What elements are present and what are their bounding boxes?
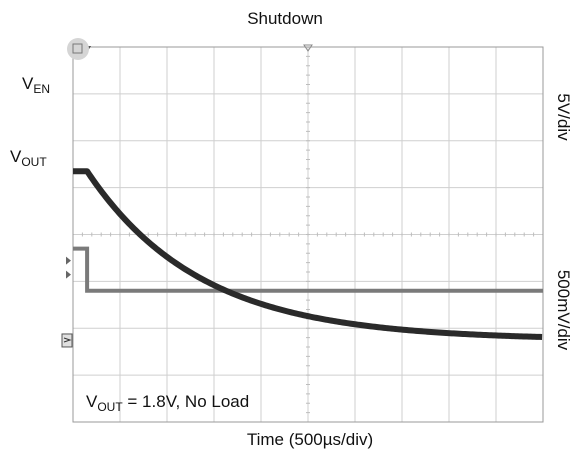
menu-badge-glyph [72, 43, 83, 54]
ven-scale-label: 5V/div [554, 93, 570, 141]
plot-frame [72, 46, 544, 423]
channel-markers [61, 38, 313, 348]
waveform-traces [73, 168, 544, 340]
menu-badge-icon [67, 38, 89, 60]
vout-ground-glyph [63, 337, 72, 343]
chart-title: Shutdown [247, 9, 323, 28]
trigger-position-marker [303, 44, 313, 52]
ven-channel-label: VEN [22, 74, 51, 96]
vout-scale-label: 500mV/div [554, 269, 570, 351]
ven-trace [73, 246, 543, 293]
conditions-annotation: VOUT = 1.8V, No Load [86, 392, 250, 414]
ven-reference-marker [66, 256, 71, 265]
vout-trace [73, 168, 544, 340]
ven-trigger-level-marker [66, 270, 71, 279]
plot-grid [72, 46, 544, 423]
x-axis-label: Time (500µs/div) [246, 430, 374, 449]
vout-channel-label: VOUT [10, 147, 47, 169]
